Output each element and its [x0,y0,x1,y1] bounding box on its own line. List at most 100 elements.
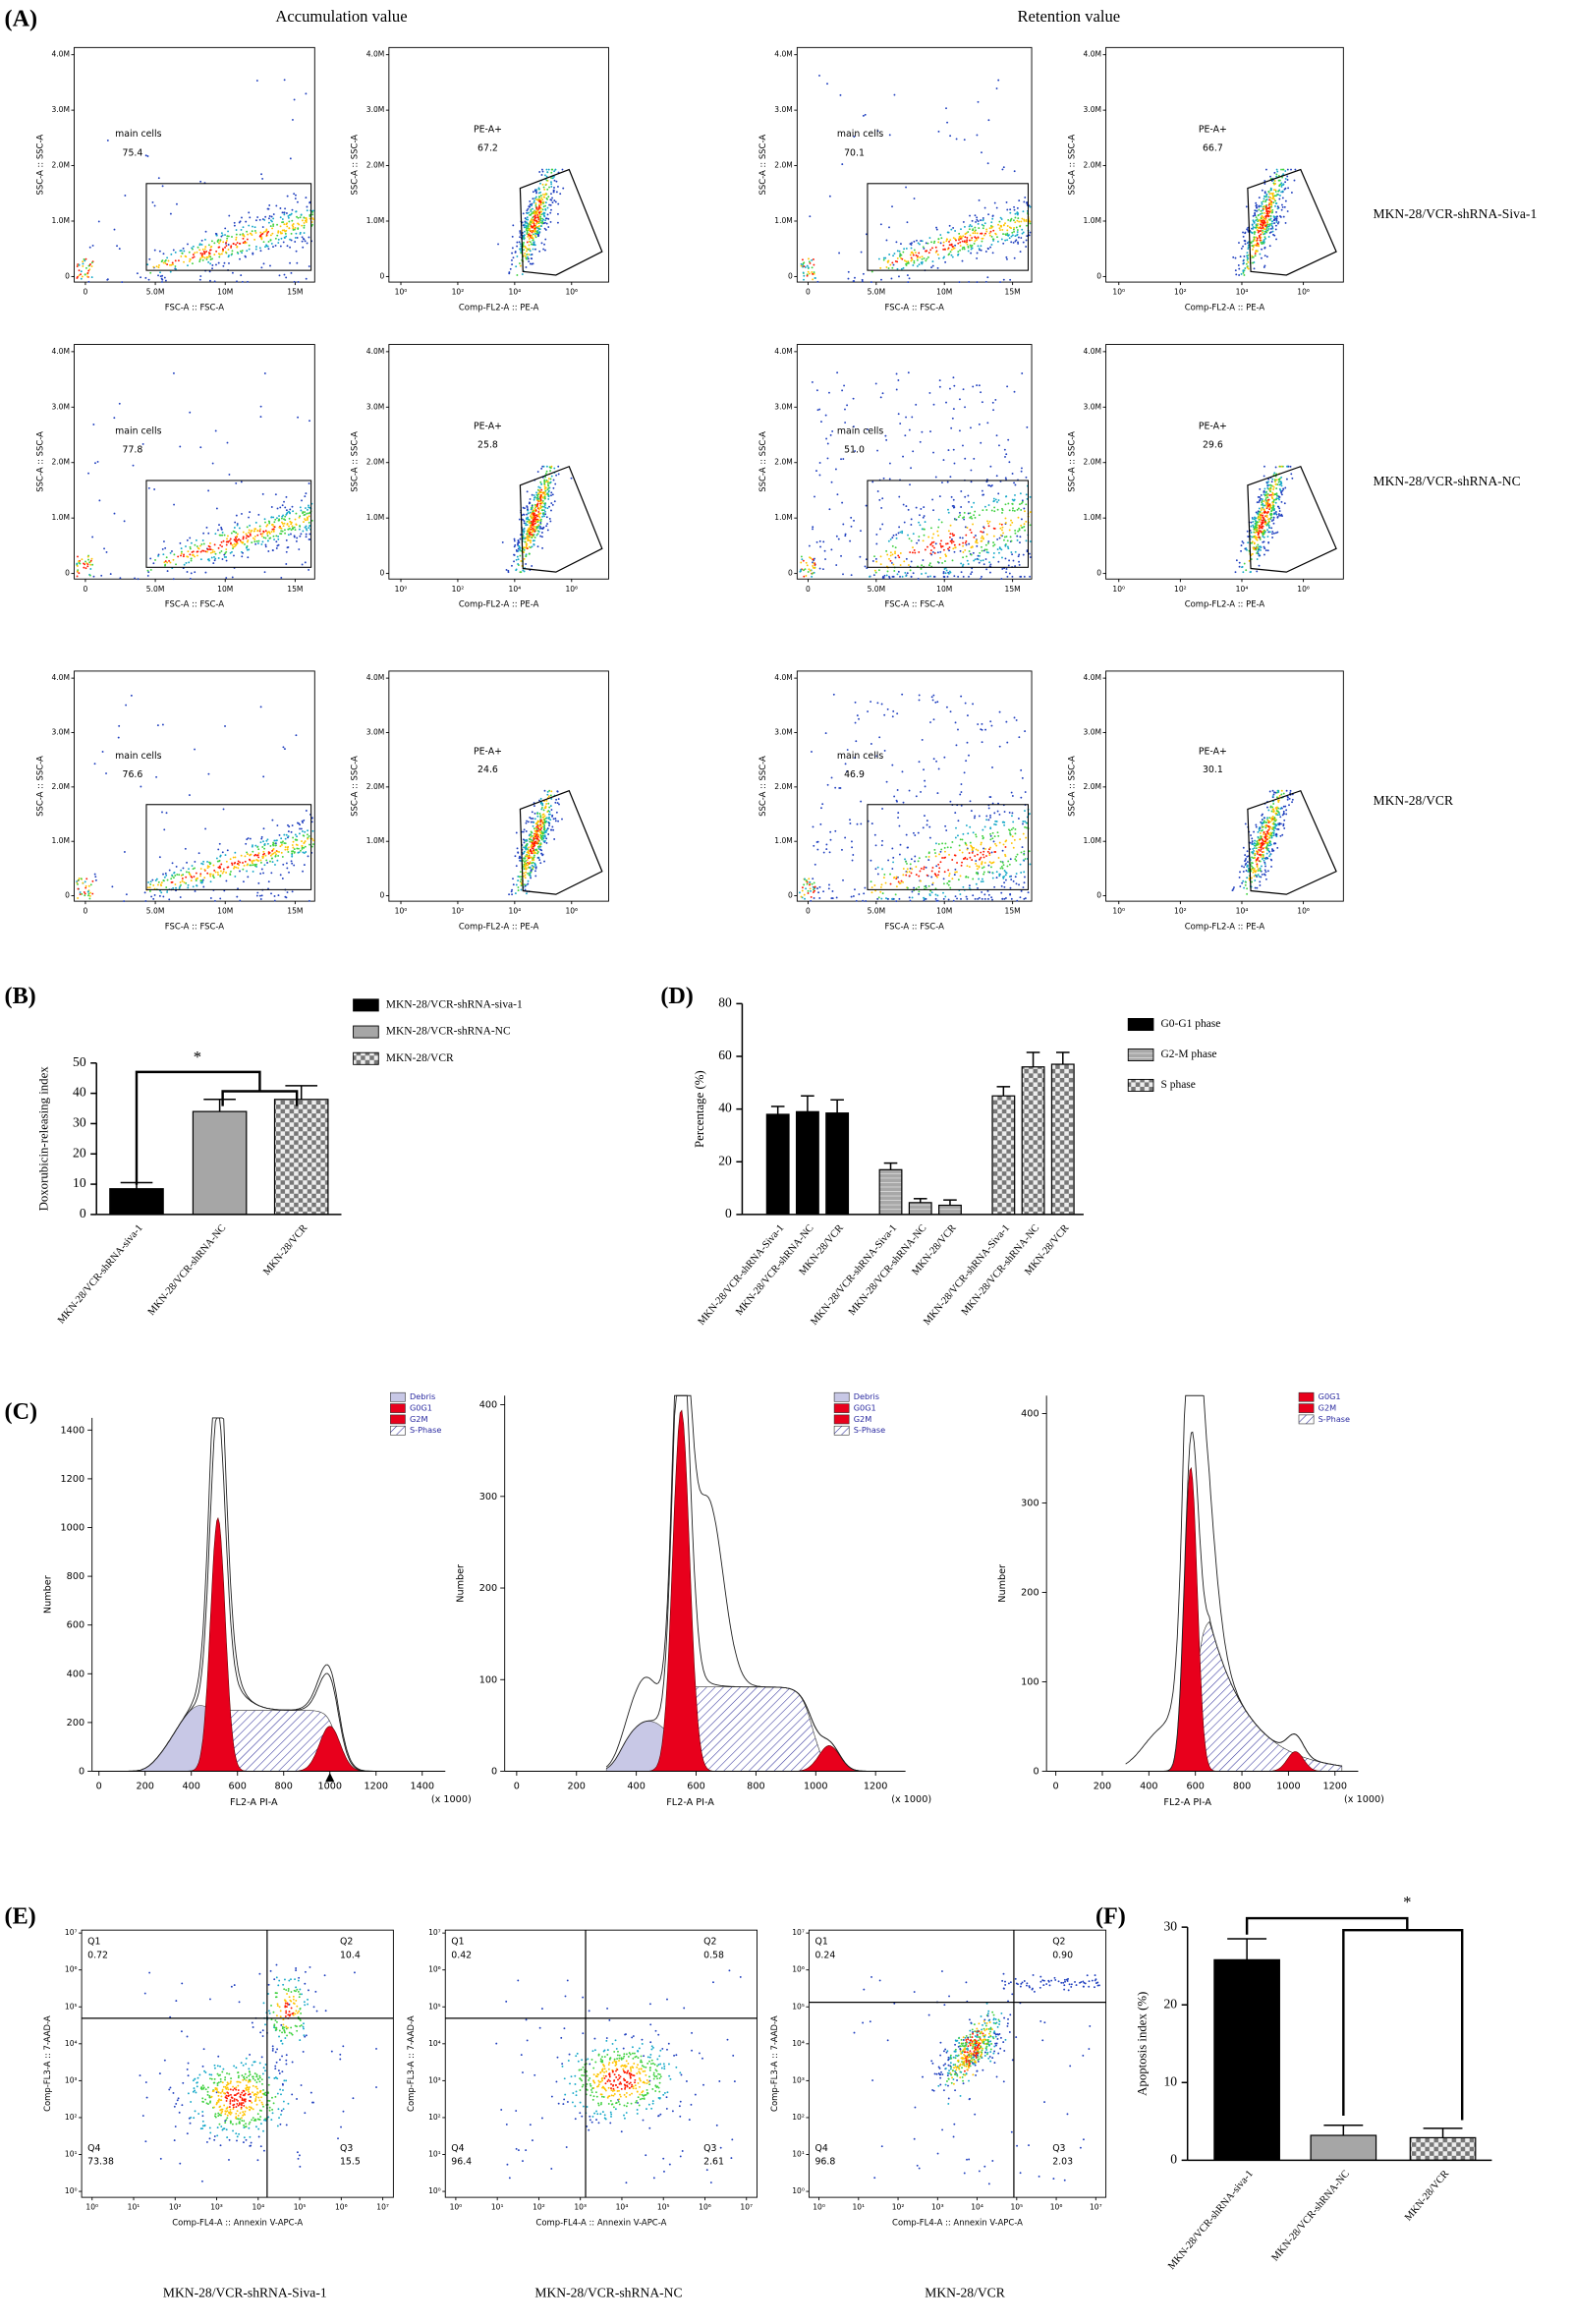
event-dot [307,855,309,858]
event-dot [932,509,934,512]
event-dot [164,259,166,262]
event-dot [551,493,554,496]
event-dot [954,518,957,521]
event-dot [1274,202,1277,204]
event-dot [1235,559,1238,562]
event-dot [904,571,907,574]
event-dot [220,863,223,866]
event-dot [954,546,957,549]
event-dot [948,253,951,255]
event-dot [882,256,885,259]
event-dot [266,232,269,234]
event-dot [539,225,542,228]
event-dot [527,223,530,225]
event-dot [932,546,935,549]
y-axis-label: SSC-A :: SSC-A [1066,135,1076,196]
event-dot [536,533,539,536]
event-dot [146,263,149,266]
event-dot [527,538,530,539]
event-dot [178,887,181,889]
event-dot [828,391,830,394]
event-dot [210,246,213,248]
event-dot [1016,206,1019,209]
event-dot [958,398,961,401]
event-dot [291,844,294,846]
event-dot [218,551,221,554]
y-tick-label: 2.0M [51,782,70,791]
event-dot [225,239,228,242]
event-dot [1028,204,1031,207]
event-dot [271,843,274,846]
event-dot [1261,498,1263,501]
event-dot [537,847,540,850]
event-dot [87,264,90,267]
event-dot [217,848,220,851]
event-dot [874,571,877,574]
event-dot [526,520,529,523]
event-dot [1001,529,1003,532]
event-dot [852,397,855,400]
event-dot [553,170,556,173]
event-dot [898,275,900,278]
event-dot [886,261,889,263]
event-dot [970,469,973,472]
event-dot [263,843,266,846]
event-dot [968,239,971,242]
gate-label: PE-A+ [474,422,502,432]
event-dot [251,529,253,532]
event-dot [297,216,300,219]
event-dot [531,202,533,205]
event-dot [1275,221,1278,223]
event-dot [936,560,939,563]
event-dot [860,530,862,533]
event-dot [271,227,274,230]
event-dot [298,832,301,835]
event-dot [910,467,912,470]
event-dot [273,538,275,540]
event-dot [1255,216,1258,219]
event-dot [978,198,981,201]
event-dot [1011,553,1014,556]
event-dot [930,266,933,269]
event-dot [953,550,956,553]
event-dot [1009,536,1012,538]
event-dot [89,883,92,886]
x-tick-label: 15M [287,907,303,916]
event-dot [259,706,262,709]
event-dot [892,534,895,537]
event-dot [1290,168,1292,171]
event-dot [1274,482,1277,485]
event-dot [1010,551,1013,553]
event-dot [910,539,913,542]
event-dot [980,249,982,252]
event-dot [264,215,267,218]
event-dot [205,258,208,260]
event-dot [546,507,549,510]
event-dot [259,416,262,419]
event-dot [523,841,526,844]
event-dot [1277,194,1279,197]
event-dot [268,215,271,217]
event-dot [942,244,945,247]
event-dot [1001,526,1004,529]
event-dot [961,259,964,262]
event-dot [991,225,994,228]
event-dot [1263,236,1266,239]
event-dot [211,267,213,270]
event-dot [136,272,139,275]
event-dot [216,241,219,243]
event-dot [94,876,97,879]
event-dot [1264,491,1267,494]
y-tick-label: 0 [380,569,385,578]
event-dot [123,520,126,523]
event-dot [1263,217,1265,220]
event-dot [264,530,267,533]
event-dot [1283,188,1286,191]
event-dot [267,221,270,224]
event-dot [285,276,288,279]
event-dot [1275,487,1278,490]
event-dot [274,244,277,247]
event-dot [93,873,96,876]
event-dot [296,822,299,824]
